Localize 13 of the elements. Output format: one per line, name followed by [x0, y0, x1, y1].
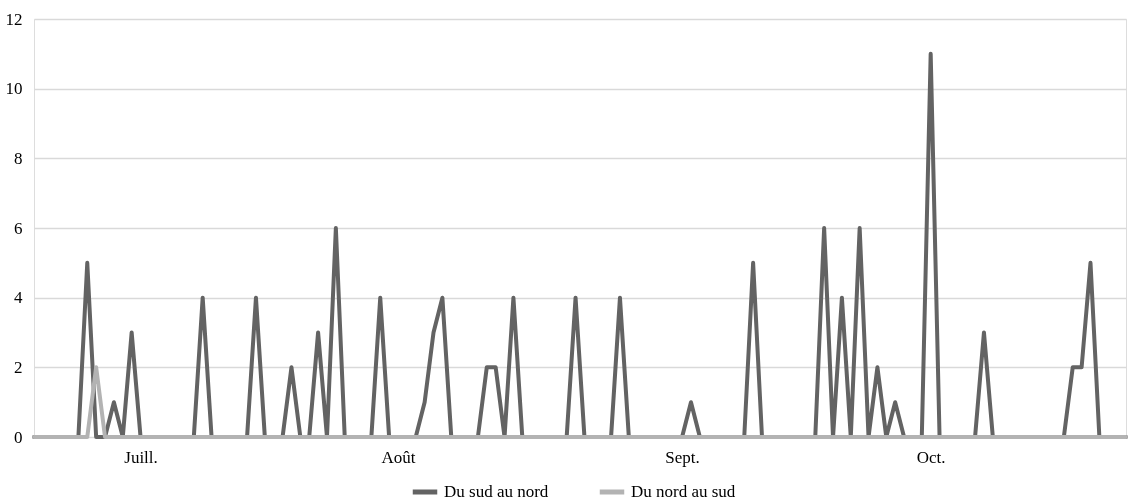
y-tick-label: 0	[14, 427, 23, 447]
x-tick-label: Juill.	[124, 447, 158, 467]
y-tick-label: 8	[14, 148, 23, 168]
x-tick-label: Août	[381, 447, 416, 467]
x-tick-label: Oct.	[916, 447, 946, 467]
y-tick-label: 6	[14, 218, 23, 238]
legend-label: Du nord au sud	[631, 482, 736, 501]
y-tick-label: 2	[14, 357, 23, 377]
y-tick-label: 4	[14, 288, 23, 308]
legend-label: Du sud au nord	[444, 482, 549, 501]
y-tick-label: 10	[5, 79, 23, 99]
x-tick-label: Sept.	[665, 447, 700, 467]
y-tick-label: 12	[5, 9, 23, 29]
